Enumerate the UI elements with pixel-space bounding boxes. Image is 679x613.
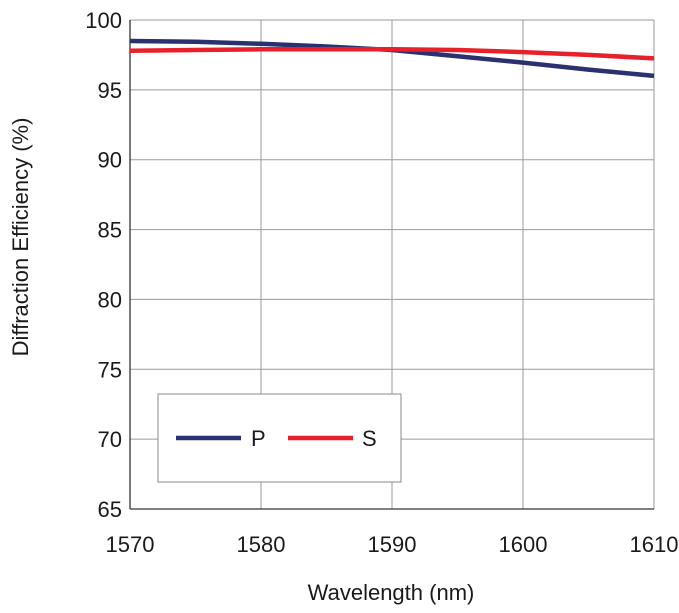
x-tick-labels: 1570 1580 1590 1600 1610	[106, 532, 679, 557]
y-tick-label: 70	[98, 427, 122, 452]
y-tick-labels: 65 70 75 80 85 90 95 100	[85, 8, 122, 522]
legend-label-p: P	[251, 426, 266, 451]
plot-frame	[129, 20, 654, 510]
y-tick-label: 85	[98, 218, 122, 243]
x-axis-title: Wavelength (nm)	[308, 580, 475, 605]
legend-label-s: S	[362, 426, 377, 451]
series-lines	[129, 38, 655, 79]
y-tick-label: 95	[98, 78, 122, 103]
x-tick-label: 1580	[237, 532, 286, 557]
y-tick-label: 80	[98, 287, 122, 312]
x-tick-label: 1590	[368, 532, 417, 557]
x-tick-label: 1610	[630, 532, 679, 557]
x-tick-label: 1570	[106, 532, 155, 557]
y-tick-label: 65	[98, 497, 122, 522]
x-tick-label: 1600	[499, 532, 548, 557]
y-axis-title: Diffraction Efficiency (%)	[8, 118, 33, 357]
series-line-s	[129, 47, 655, 61]
y-tick-label: 90	[98, 148, 122, 173]
y-tick-label: 75	[98, 357, 122, 382]
y-tick-label: 100	[85, 8, 122, 33]
